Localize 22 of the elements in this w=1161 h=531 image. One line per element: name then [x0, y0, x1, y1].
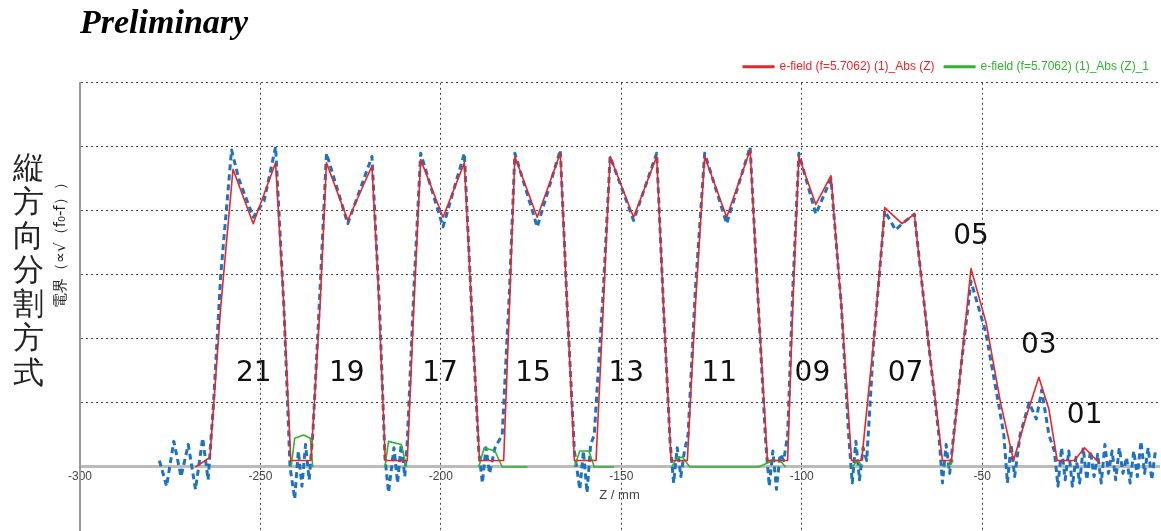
x-axis-title: Z / mm — [599, 486, 640, 502]
legend-label: e-field (f=5.7062) (1)_Abs (Z) — [779, 59, 935, 74]
annotation: 07 — [887, 355, 924, 389]
annotation: 19 — [329, 355, 365, 389]
annotation: 11 — [701, 355, 738, 389]
text: 縦方向分割方式 — [12, 149, 45, 390]
annotation: 17 — [422, 355, 458, 389]
annotation: 15 — [515, 355, 551, 389]
annotation: 09 — [794, 355, 831, 389]
y-axis-title: 電界（∝√（f₀-f）） — [50, 174, 70, 310]
x-tick-label: -250 — [248, 469, 273, 484]
x-tick-label: -100 — [789, 469, 815, 484]
annotation: 03 — [1021, 326, 1057, 360]
annotation: 13 — [608, 355, 645, 389]
chart-title: Preliminary — [79, 3, 250, 41]
x-tick-label: -200 — [428, 469, 454, 484]
annotation: 05 — [953, 217, 989, 251]
x-tick-label: -50 — [973, 469, 992, 484]
legend-label: e-field (f=5.7062) (1)_Abs (Z)_1 — [980, 59, 1150, 74]
x-tick-label: -150 — [609, 469, 634, 484]
annotation: 21 — [235, 355, 272, 389]
annotation: 01 — [1066, 397, 1103, 431]
